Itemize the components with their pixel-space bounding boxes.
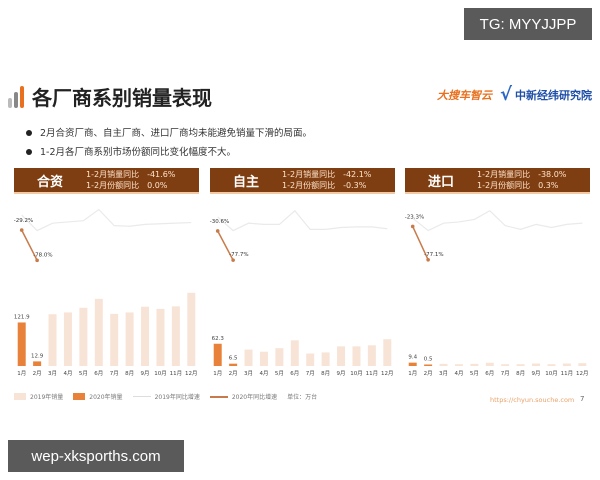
- page-title: 各厂商系别销量表现: [32, 86, 212, 110]
- svg-text:6.5: 6.5: [229, 356, 238, 362]
- svg-text:-23.3%: -23.3%: [405, 214, 424, 220]
- svg-text:3月: 3月: [439, 370, 448, 377]
- svg-text:9.4: 9.4: [408, 355, 417, 361]
- bullet-list: 2月合资厂商、自主厂商、进口厂商均未能避免销量下滑的局面。 1-2月各厂商系别市…: [26, 124, 312, 162]
- svg-text:12月: 12月: [381, 370, 394, 377]
- logo-cnei: √ 中新经纬研究院: [499, 84, 592, 105]
- svg-text:0.5: 0.5: [424, 357, 433, 363]
- svg-text:6月: 6月: [485, 370, 494, 377]
- legend-line-2019: [132, 396, 151, 397]
- svg-text:3月: 3月: [48, 370, 57, 377]
- panel-title: 合资: [36, 174, 63, 190]
- svg-text:9月: 9月: [337, 370, 346, 377]
- svg-text:6月: 6月: [94, 370, 103, 377]
- footer-url[interactable]: https://chyun.souche.com: [490, 396, 575, 404]
- chart-panel-2: 进口 1-2月销量同比 -38.0% 1-2月份额同比 0.3% -23.3% -7…: [405, 168, 590, 377]
- svg-text:-29.2%: -29.2%: [14, 218, 33, 224]
- chart-panel-1: 自主 1-2月销量同比 -42.1% 1-2月份额同比 -0.3% -30.6% -…: [210, 168, 395, 377]
- panel-header: 合资 1-2月销量同比 -41.6% 1-2月份额同比 0.0%: [14, 168, 199, 194]
- svg-text:10月: 10月: [545, 370, 558, 377]
- growth-line-chart: -30.6% -77.7%: [210, 209, 388, 262]
- svg-text:4月: 4月: [454, 370, 463, 377]
- bar-chart-icon: [8, 85, 24, 108]
- svg-text:9月: 9月: [532, 370, 541, 377]
- svg-text:8月: 8月: [516, 370, 525, 377]
- svg-text:4月: 4月: [63, 370, 72, 377]
- legend-swatch-2020: [73, 393, 86, 400]
- svg-text:5月: 5月: [275, 370, 284, 377]
- legend-swatch-2019: [14, 393, 26, 400]
- chart-panel-0: 合资 1-2月销量同比 -41.6% 1-2月份额同比 0.0% -29.2% -7…: [14, 168, 199, 377]
- svg-text:9月: 9月: [141, 370, 150, 377]
- chart-legend: 2019年销量 2020年销量 2019年同比增速 2020年同比增速 单位：万…: [14, 392, 317, 401]
- svg-text:2月: 2月: [33, 370, 42, 377]
- panel-stats: 1-2月销量同比 -38.0% 1-2月份额同比 0.3%: [477, 170, 567, 190]
- svg-text:8月: 8月: [321, 370, 330, 377]
- panel-header: 进口 1-2月销量同比 -38.0% 1-2月份额同比 0.3%: [405, 168, 590, 194]
- svg-text:7月: 7月: [501, 370, 510, 377]
- logo-souche: 大搜车智云: [436, 88, 492, 102]
- bullet-item: 1-2月各厂商系别市场份额同比变化幅度不大。: [26, 143, 312, 162]
- svg-text:11月: 11月: [366, 370, 379, 377]
- panel-title: 进口: [427, 174, 454, 190]
- watermark-top: TG: MYYJJPP: [464, 8, 592, 40]
- growth-line-chart: -23.3% -77.1%: [405, 210, 583, 262]
- panel-stats: 1-2月销量同比 -41.6% 1-2月份额同比 0.0%: [86, 170, 176, 190]
- svg-text:11月: 11月: [170, 370, 183, 377]
- bullet-item: 2月合资厂商、自主厂商、进口厂商均未能避免销量下滑的局面。: [26, 124, 312, 143]
- title-bar: 各厂商系别销量表现: [8, 82, 212, 111]
- svg-text:7月: 7月: [306, 370, 315, 377]
- svg-text:8月: 8月: [125, 370, 134, 377]
- svg-text:11月: 11月: [561, 370, 574, 377]
- svg-text:-78.0%: -78.0%: [33, 252, 52, 258]
- legend-line-2020: [209, 395, 228, 398]
- svg-text:12月: 12月: [185, 370, 198, 377]
- svg-text:5月: 5月: [79, 370, 88, 377]
- svg-text:121.9: 121.9: [14, 314, 30, 320]
- watermark-bottom: wep-xksporths.com: [8, 440, 184, 472]
- svg-text:1月: 1月: [213, 370, 222, 377]
- svg-text:62.3: 62.3: [212, 336, 225, 342]
- growth-line-chart: -29.2% -78.0%: [14, 208, 192, 263]
- page-number: 7: [580, 395, 585, 403]
- svg-text:1月: 1月: [17, 370, 26, 377]
- svg-text:3月: 3月: [244, 370, 253, 377]
- logo-v-icon: √: [499, 84, 512, 105]
- svg-text:7月: 7月: [110, 370, 119, 377]
- logos: 大搜车智云 √ 中新经纬研究院: [437, 84, 592, 105]
- svg-text:-30.6%: -30.6%: [210, 219, 229, 225]
- panel-stats: 1-2月销量同比 -42.1% 1-2月份额同比 -0.3%: [282, 170, 372, 190]
- sales-bar-chart: 1月 2月 3月 4月 5月 6月 7月 8月 9月 10月 11月 12月 9.4 0.5: [408, 355, 589, 377]
- svg-text:2月: 2月: [229, 370, 238, 377]
- svg-text:10月: 10月: [350, 370, 363, 377]
- panel-header: 自主 1-2月销量同比 -42.1% 1-2月份额同比 -0.3%: [210, 168, 395, 194]
- sales-bar-chart: 1月 2月 3月 4月 5月 6月 7月 8月 9月 10月 11月 12月 121.9 12.9: [14, 292, 198, 377]
- svg-text:12.9: 12.9: [31, 353, 44, 359]
- svg-text:2月: 2月: [424, 370, 433, 377]
- svg-text:4月: 4月: [259, 370, 268, 377]
- svg-text:5月: 5月: [470, 370, 479, 377]
- svg-text:10月: 10月: [154, 370, 167, 377]
- svg-text:1月: 1月: [408, 370, 417, 377]
- sales-bar-chart: 1月 2月 3月 4月 5月 6月 7月 8月 9月 10月 11月 12月 62.3 6.5: [212, 336, 394, 377]
- svg-text:12月: 12月: [576, 370, 589, 377]
- panel-title: 自主: [232, 174, 259, 190]
- svg-text:-77.7%: -77.7%: [229, 252, 248, 258]
- svg-text:-77.1%: -77.1%: [424, 252, 443, 258]
- svg-text:6月: 6月: [290, 370, 299, 377]
